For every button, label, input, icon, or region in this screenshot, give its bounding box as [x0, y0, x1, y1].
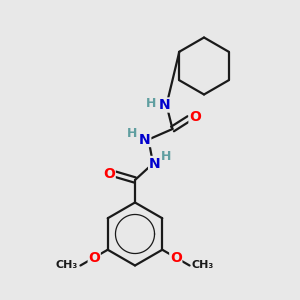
Text: O: O — [88, 250, 100, 265]
Text: H: H — [161, 149, 172, 163]
Text: N: N — [149, 157, 160, 170]
Text: O: O — [103, 167, 115, 181]
Text: H: H — [127, 127, 137, 140]
Text: CH₃: CH₃ — [56, 260, 78, 271]
Text: N: N — [159, 98, 171, 112]
Text: H: H — [146, 97, 157, 110]
Text: N: N — [139, 133, 151, 146]
Text: O: O — [170, 250, 182, 265]
Text: O: O — [189, 110, 201, 124]
Text: CH₃: CH₃ — [192, 260, 214, 271]
